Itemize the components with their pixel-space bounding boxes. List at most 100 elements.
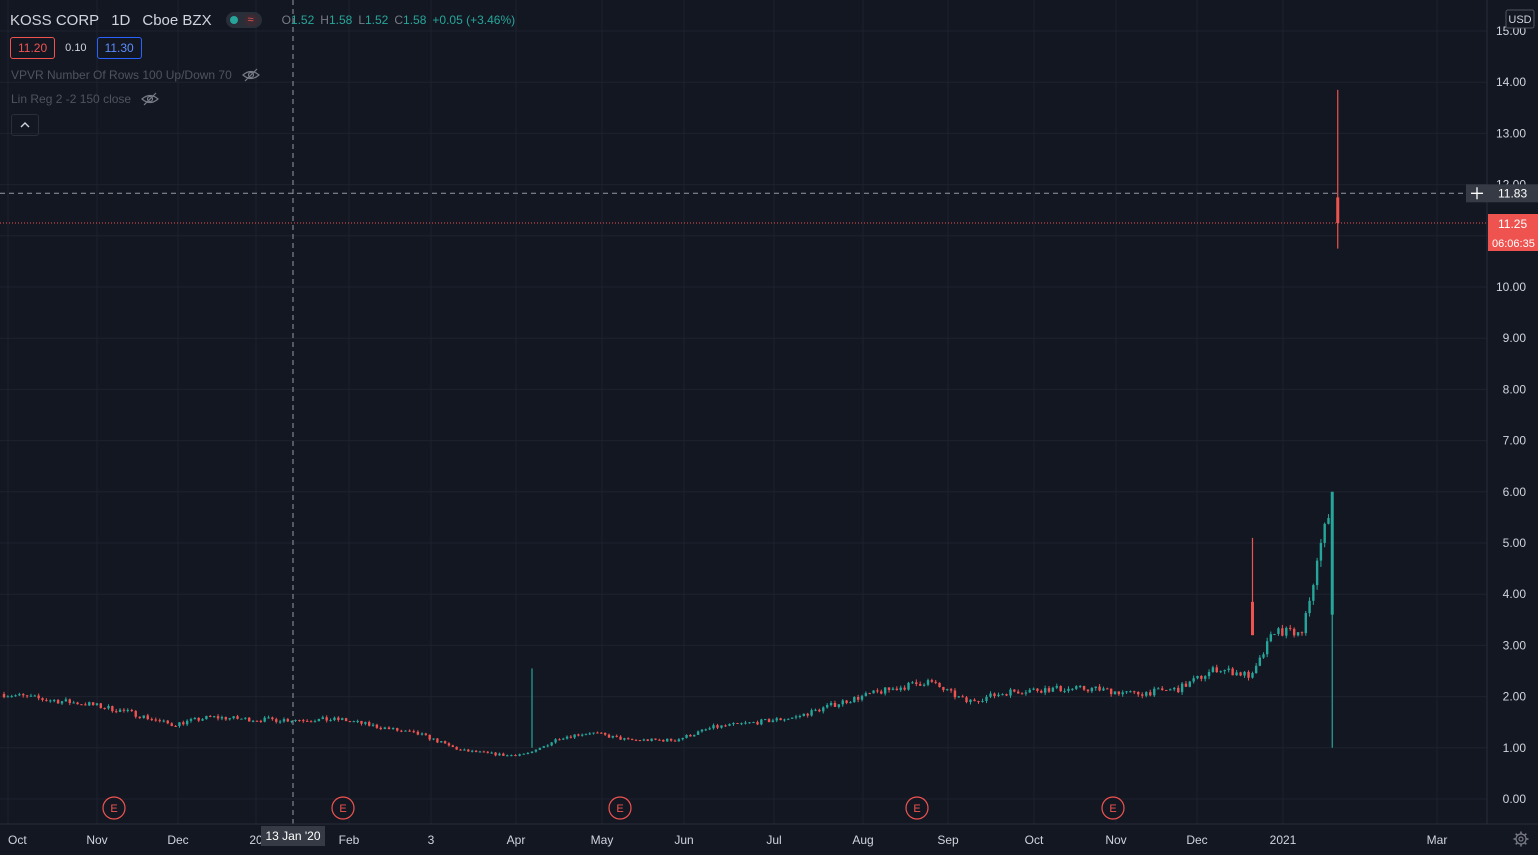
candle[interactable] [224,716,228,721]
sell-price-button[interactable]: 11.20 [10,37,56,59]
candle[interactable] [580,733,584,737]
candle[interactable] [348,720,352,723]
candle[interactable] [577,733,580,737]
candle[interactable] [700,729,704,733]
candle[interactable] [379,726,382,731]
candle[interactable] [1141,692,1144,699]
candle[interactable] [84,702,87,706]
candle[interactable] [1109,688,1113,697]
candle[interactable] [1125,690,1128,694]
candle[interactable] [41,697,44,702]
candle[interactable] [596,731,599,734]
candle[interactable] [337,716,340,722]
candle[interactable] [68,698,71,706]
candle[interactable] [142,715,145,719]
candle[interactable] [658,738,661,741]
candle[interactable] [1308,597,1311,617]
candle[interactable] [1149,689,1152,697]
candle[interactable] [949,687,953,693]
candle[interactable] [1040,689,1043,694]
candle[interactable] [677,738,681,742]
candle[interactable] [486,751,489,754]
candle[interactable] [534,749,538,753]
candle[interactable] [1005,693,1008,696]
candle[interactable] [134,709,137,719]
candle[interactable] [329,718,332,722]
candle[interactable] [938,682,941,688]
candle[interactable] [1067,686,1070,693]
candle[interactable] [64,697,68,702]
candle[interactable] [1196,675,1199,680]
candle[interactable] [463,748,466,751]
indicator-linreg[interactable]: Lin Reg 2 -2 150 close [11,92,159,106]
candle[interactable] [72,700,75,704]
candle[interactable] [833,700,837,708]
candle[interactable] [1075,685,1078,691]
candle[interactable] [56,698,60,704]
candle[interactable] [150,717,153,722]
candle[interactable] [232,716,235,720]
candle[interactable] [189,717,193,723]
candle[interactable] [368,720,371,727]
candle[interactable] [205,715,208,720]
candle[interactable] [412,729,415,734]
candle[interactable] [146,713,149,721]
candle[interactable] [1239,671,1242,677]
candle[interactable] [29,693,33,697]
candle[interactable] [748,722,751,724]
candle[interactable] [619,735,622,740]
candle[interactable] [344,717,348,722]
candle[interactable] [669,738,673,742]
candle[interactable] [985,694,988,704]
candle[interactable] [1020,692,1024,695]
candle[interactable] [1200,675,1203,682]
candle[interactable] [969,699,972,705]
candle[interactable] [696,730,700,735]
candle[interactable] [787,718,790,721]
candle[interactable] [1165,689,1168,692]
earnings-marker[interactable]: E [1101,796,1125,820]
earnings-marker[interactable]: E [331,796,355,820]
candle[interactable] [514,754,517,757]
candle[interactable] [1032,687,1035,691]
candle[interactable] [732,722,735,726]
candle[interactable] [728,723,731,727]
candle[interactable] [573,734,576,739]
candle[interactable] [1153,686,1156,698]
candle[interactable] [818,708,821,713]
candle[interactable] [282,717,286,723]
candle[interactable] [138,716,141,720]
candle[interactable] [1235,670,1238,676]
candle[interactable] [1137,691,1140,697]
spike-candle-body[interactable] [1251,601,1254,636]
collapse-legend-button[interactable] [11,114,39,136]
candle[interactable] [638,739,642,742]
candle[interactable] [1047,685,1051,693]
candle[interactable] [506,754,509,757]
candle[interactable] [764,718,767,721]
candle[interactable] [396,727,399,732]
candle[interactable] [965,696,968,704]
candle[interactable] [526,751,530,755]
candle[interactable] [76,701,79,705]
candle[interactable] [1071,688,1074,691]
candle[interactable] [14,694,17,697]
earnings-marker[interactable]: E [102,796,126,820]
candle[interactable] [522,753,525,755]
candle[interactable] [911,681,914,684]
candle[interactable] [364,721,367,726]
candle[interactable] [298,719,301,722]
candle[interactable] [236,714,239,720]
candle[interactable] [404,730,407,732]
candle[interactable] [1121,690,1124,697]
candle[interactable] [864,691,868,697]
candle[interactable] [271,716,274,721]
candle[interactable] [841,699,844,707]
candle[interactable] [720,725,723,729]
candle[interactable] [1051,686,1055,693]
candle[interactable] [447,742,451,747]
candle[interactable] [1145,691,1148,698]
candle[interactable] [1327,514,1330,525]
candle[interactable] [1055,683,1058,690]
candle[interactable] [562,737,565,740]
